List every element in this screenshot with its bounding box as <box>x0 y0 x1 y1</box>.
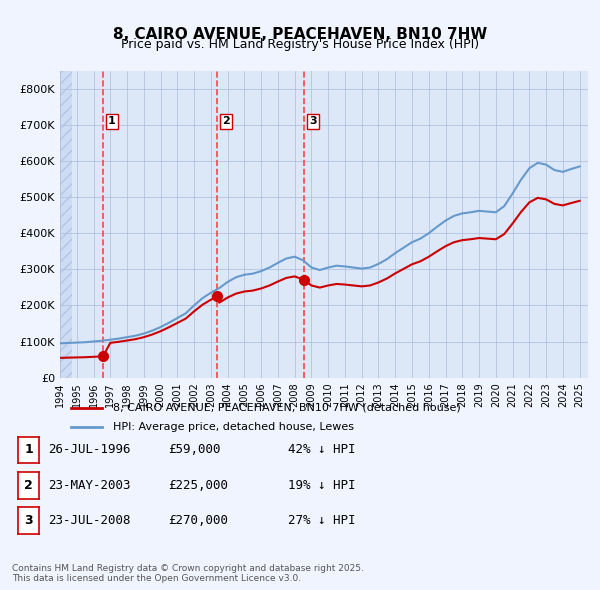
Text: Price paid vs. HM Land Registry's House Price Index (HPI): Price paid vs. HM Land Registry's House … <box>121 38 479 51</box>
Text: 8, CAIRO AVENUE, PEACEHAVEN, BN10 7HW (detached house): 8, CAIRO AVENUE, PEACEHAVEN, BN10 7HW (d… <box>113 403 461 412</box>
Text: 3: 3 <box>309 116 317 126</box>
Text: 1: 1 <box>108 116 116 126</box>
Text: 1: 1 <box>24 443 33 457</box>
Text: 3: 3 <box>24 514 33 527</box>
Bar <box>60 71 72 378</box>
Text: 42% ↓ HPI: 42% ↓ HPI <box>288 443 355 457</box>
Text: HPI: Average price, detached house, Lewes: HPI: Average price, detached house, Lewe… <box>113 422 354 432</box>
Text: 2: 2 <box>24 478 33 492</box>
Text: 2: 2 <box>223 116 230 126</box>
Text: Contains HM Land Registry data © Crown copyright and database right 2025.
This d: Contains HM Land Registry data © Crown c… <box>12 563 364 583</box>
Text: 8, CAIRO AVENUE, PEACEHAVEN, BN10 7HW: 8, CAIRO AVENUE, PEACEHAVEN, BN10 7HW <box>113 27 487 41</box>
Text: 27% ↓ HPI: 27% ↓ HPI <box>288 514 355 527</box>
Bar <box>60 71 72 378</box>
Text: 23-MAY-2003: 23-MAY-2003 <box>48 478 131 492</box>
Text: 26-JUL-1996: 26-JUL-1996 <box>48 443 131 457</box>
Text: £270,000: £270,000 <box>168 514 228 527</box>
Text: £59,000: £59,000 <box>168 443 221 457</box>
Text: 23-JUL-2008: 23-JUL-2008 <box>48 514 131 527</box>
Text: 19% ↓ HPI: 19% ↓ HPI <box>288 478 355 492</box>
Text: £225,000: £225,000 <box>168 478 228 492</box>
